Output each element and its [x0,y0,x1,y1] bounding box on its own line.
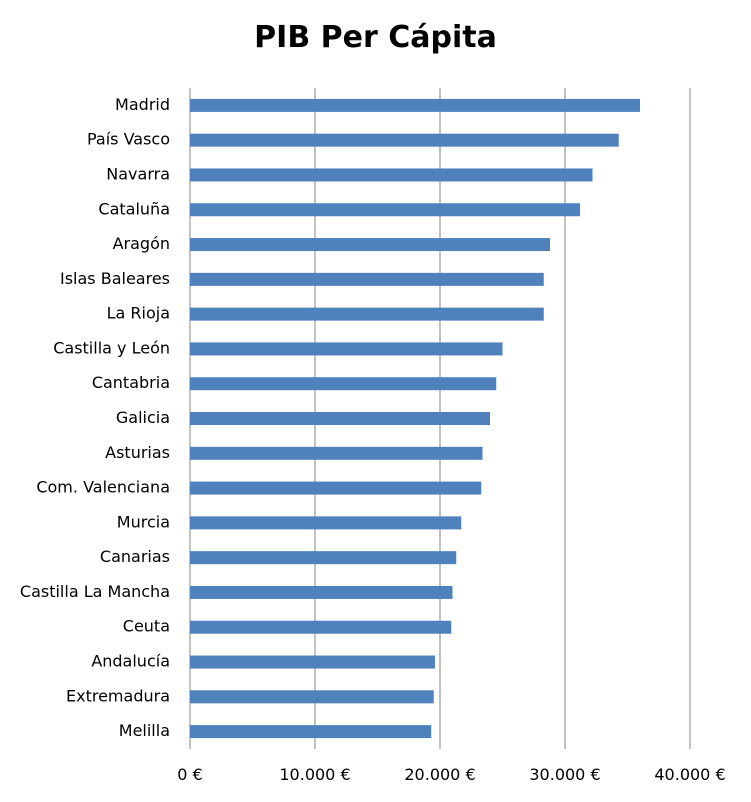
bar-18 [190,725,432,739]
category-label-5: Islas Baleares [60,269,170,288]
chart-title: PIB Per Cápita [254,20,497,55]
category-label-9: Galicia [116,408,170,427]
bar-5 [190,272,544,286]
bar-4 [190,238,550,252]
x-tick-label-0: 0 € [177,765,202,784]
bar-16 [190,655,435,669]
x-tick-label-2: 20.000 € [404,765,475,784]
bar-14 [190,585,453,599]
category-label-6: La Rioja [107,304,170,323]
category-label-8: Cantabria [92,373,170,392]
bar-1 [190,133,619,147]
bar-0 [190,98,640,112]
category-label-15: Ceuta [123,617,170,636]
category-label-10: Asturias [105,443,170,462]
bar-9 [190,412,490,425]
category-label-2: Navarra [106,164,170,183]
bar-7 [190,342,503,356]
category-label-0: Madrid [115,95,170,114]
x-tick-label-3: 30.000 € [529,765,600,784]
bar-3 [190,203,580,217]
bar-10 [190,446,483,460]
category-label-13: Canarias [100,547,170,566]
bar-8 [190,377,497,391]
category-label-1: País Vasco [87,130,170,149]
bar-13 [190,551,457,565]
x-tick-label-4: 40.000 € [654,765,725,784]
category-label-18: Melilla [119,721,170,740]
x-tick-label-1: 10.000 € [279,765,350,784]
category-label-12: Murcia [117,512,170,531]
category-label-17: Extremadura [66,686,170,705]
category-label-14: Castilla La Mancha [20,582,170,601]
bar-15 [190,620,452,634]
category-label-7: Castilla y León [53,338,170,357]
bar-6 [190,307,544,321]
bar-17 [190,690,434,704]
category-label-16: Andalucía [91,652,170,671]
bar-11 [190,481,482,495]
bar-12 [190,516,462,530]
category-label-3: Cataluña [98,199,170,218]
bar-2 [190,168,593,182]
category-label-11: Com. Valenciana [36,478,170,497]
category-label-4: Aragón [113,234,170,253]
